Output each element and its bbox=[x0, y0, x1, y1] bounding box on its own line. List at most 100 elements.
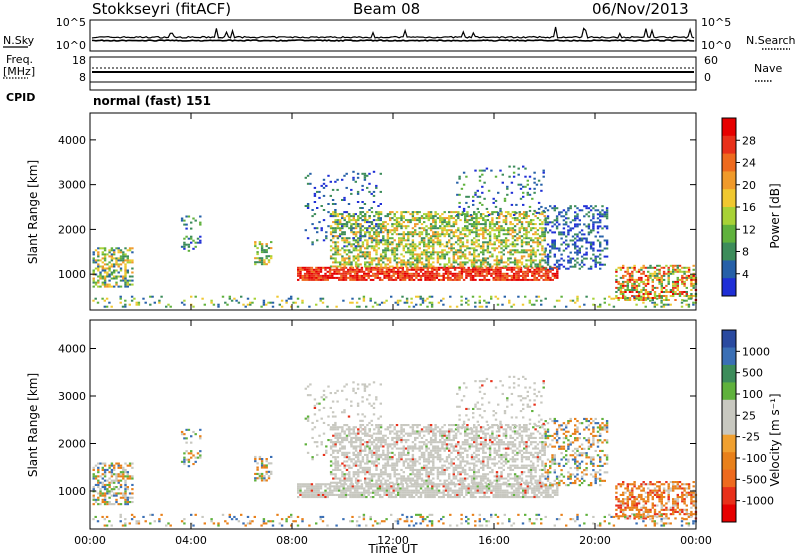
velocity-cell bbox=[359, 441, 362, 444]
velocity-cell bbox=[474, 496, 477, 499]
power-cell bbox=[401, 295, 404, 298]
power-cell bbox=[497, 268, 500, 271]
power-cell bbox=[662, 272, 666, 275]
power-cell bbox=[519, 274, 523, 277]
power-cell bbox=[448, 223, 451, 226]
velocity-cell bbox=[478, 491, 482, 494]
power-cell bbox=[507, 227, 510, 230]
power-cell bbox=[425, 233, 428, 236]
power-cell bbox=[416, 245, 419, 248]
power-cell bbox=[417, 272, 420, 275]
power-cell bbox=[495, 217, 499, 220]
power-cell bbox=[678, 295, 682, 297]
power-cell bbox=[343, 241, 346, 244]
power-cell bbox=[481, 266, 484, 269]
velocity-cell bbox=[410, 485, 414, 488]
power-cell bbox=[651, 266, 654, 269]
power-cell bbox=[256, 247, 259, 250]
power-cell bbox=[410, 268, 414, 271]
power-cell bbox=[653, 301, 656, 304]
velocity-cell bbox=[389, 481, 392, 484]
power-cell bbox=[375, 251, 378, 254]
velocity-cell bbox=[406, 489, 409, 492]
power-cell bbox=[530, 303, 534, 306]
velocity-cell bbox=[328, 487, 332, 490]
power-cell bbox=[402, 259, 405, 262]
power-cell bbox=[110, 247, 114, 250]
power-cell bbox=[516, 223, 519, 226]
power-cell bbox=[353, 276, 357, 279]
power-cell bbox=[571, 265, 575, 268]
power-cell bbox=[522, 195, 525, 198]
power-cell bbox=[580, 245, 584, 248]
power-cell bbox=[350, 227, 353, 230]
velocity-cell bbox=[379, 436, 383, 439]
power-cell bbox=[376, 266, 379, 269]
power-cell bbox=[503, 266, 507, 269]
power-cell bbox=[483, 274, 486, 277]
velocity-cell bbox=[124, 492, 127, 495]
power-cell bbox=[481, 185, 484, 188]
power-cell bbox=[103, 275, 107, 278]
power-cell bbox=[338, 235, 342, 238]
power-cell bbox=[653, 266, 657, 269]
power-cell bbox=[459, 249, 462, 252]
power-cell bbox=[409, 233, 412, 236]
power-cell bbox=[408, 274, 411, 277]
power-cell bbox=[393, 213, 396, 216]
power-cell bbox=[482, 247, 485, 250]
power-cell bbox=[345, 239, 349, 242]
power-cell bbox=[681, 278, 684, 281]
power-cell bbox=[381, 268, 384, 271]
power-cell bbox=[341, 237, 344, 240]
velocity-cell bbox=[119, 486, 123, 489]
velocity-cell bbox=[375, 464, 378, 467]
power-cell bbox=[462, 278, 466, 281]
power-cell bbox=[97, 259, 100, 262]
velocity-cell bbox=[467, 487, 470, 490]
power-cell bbox=[479, 213, 483, 216]
power-cell bbox=[605, 241, 609, 244]
power-cell bbox=[502, 253, 505, 256]
power-cell bbox=[389, 241, 392, 244]
power-cell bbox=[587, 241, 591, 244]
freq-tick-low: 8 bbox=[79, 71, 86, 84]
power-cell bbox=[488, 227, 492, 230]
power-cell bbox=[345, 221, 349, 224]
power-cell bbox=[363, 270, 366, 273]
power-cell bbox=[622, 293, 625, 295]
power-cell bbox=[560, 231, 563, 234]
power-cell bbox=[369, 299, 372, 302]
power-cell bbox=[589, 231, 593, 234]
power-cell bbox=[334, 211, 337, 214]
power-cell bbox=[457, 211, 460, 214]
power-cell bbox=[101, 275, 104, 278]
power-cell bbox=[427, 255, 430, 258]
power-cell bbox=[99, 265, 102, 268]
velocity-cell bbox=[348, 430, 351, 433]
power-cell bbox=[366, 251, 369, 254]
power-cell bbox=[400, 265, 403, 268]
power-cell bbox=[509, 215, 512, 218]
velocity-cell bbox=[487, 485, 491, 488]
power-cell bbox=[441, 217, 444, 220]
power-cell bbox=[601, 227, 604, 230]
velocity-cell bbox=[103, 496, 107, 499]
velocity-cell bbox=[317, 483, 320, 486]
power-cell bbox=[397, 266, 400, 269]
power-cell bbox=[500, 257, 503, 260]
power-cell bbox=[394, 276, 398, 279]
power-cell bbox=[429, 213, 433, 216]
power-cell bbox=[326, 276, 329, 279]
velocity-cell bbox=[103, 483, 107, 486]
power-cell bbox=[569, 299, 572, 302]
power-cell bbox=[470, 261, 474, 264]
power-cell bbox=[363, 276, 366, 279]
power-cell bbox=[297, 272, 300, 275]
power-cell bbox=[370, 247, 374, 250]
power-cell bbox=[458, 272, 461, 275]
power-cell bbox=[469, 274, 473, 277]
power-cell bbox=[603, 239, 606, 242]
power-cell bbox=[619, 268, 623, 271]
velocity-cell bbox=[481, 487, 484, 490]
